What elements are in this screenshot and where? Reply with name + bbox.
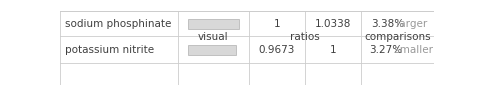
Text: visual: visual [198,32,229,42]
Text: comparisons: comparisons [364,32,431,42]
Text: 3.27%: 3.27% [370,45,402,55]
Text: 0.9673: 0.9673 [259,45,295,55]
Text: smaller: smaller [391,45,433,55]
Text: potassium nitrite: potassium nitrite [65,45,154,55]
Text: 1.0338: 1.0338 [315,19,351,29]
Text: 1: 1 [274,19,280,29]
Text: larger: larger [393,19,428,29]
Bar [188,19,239,29]
Text: 1: 1 [330,45,336,55]
Text: ratios: ratios [290,32,320,42]
Text: sodium phosphinate: sodium phosphinate [65,19,171,29]
Bar [188,45,236,55]
Text: 3.38%: 3.38% [372,19,405,29]
